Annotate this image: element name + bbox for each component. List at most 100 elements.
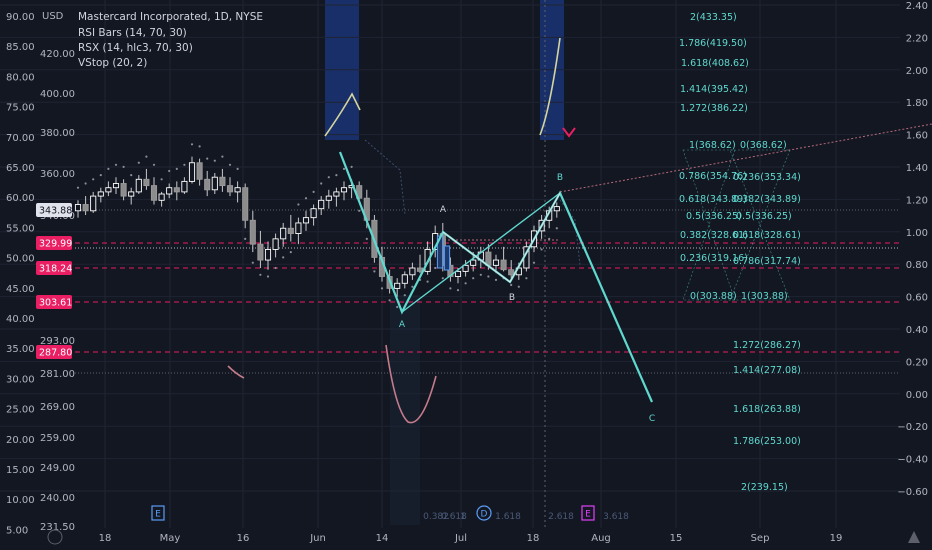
candle-body (158, 193, 165, 201)
wave-label: A (399, 320, 406, 330)
event-marker[interactable] (581, 505, 595, 521)
vstop-dot (320, 182, 323, 185)
vstop-dot (517, 285, 520, 288)
event-marker-label: D (481, 510, 488, 520)
price-axis-tick: 249.00 (40, 463, 75, 474)
candle-body (188, 162, 196, 182)
vstop-dot (236, 167, 239, 170)
candle-body (287, 227, 294, 235)
candle-body (302, 217, 310, 224)
candle-body (242, 187, 249, 221)
indicator-label[interactable]: RSI Bars (14, 70, 30) (78, 27, 187, 39)
indicator-label[interactable]: VStop (20, 2) (78, 57, 147, 69)
vstop-dot (259, 273, 262, 276)
vstop-dot (327, 176, 330, 179)
wave-label: C (649, 414, 655, 424)
signal-chevron (562, 127, 576, 138)
price-tag-label: 318.24 (39, 264, 72, 275)
candle-body (416, 267, 424, 272)
candle-body (447, 264, 454, 277)
price-axis-tick: 360.00 (40, 169, 75, 180)
candle-body (74, 204, 82, 212)
candle-body (82, 204, 89, 212)
price-tag-label: 287.80 (39, 348, 72, 359)
vstop-dot (190, 143, 194, 146)
right-axis-tick: 0.00 (906, 390, 928, 401)
candle-body (454, 270, 462, 277)
price-tag (36, 261, 72, 275)
chart-title: Mastercard Incorporated, 1D, NYSE (78, 11, 263, 23)
vstop-dot (380, 287, 384, 290)
candle-body (249, 219, 256, 245)
candle-highlight (443, 245, 451, 271)
vstop-dot (335, 174, 338, 177)
right-axis-tick: 0.80 (906, 260, 928, 271)
candle-body (196, 162, 203, 180)
vstop-dot (472, 277, 475, 280)
candle-body (97, 191, 104, 197)
fib-level-label: 2(239.15) (741, 482, 788, 493)
fib-level-label: 0(368.62) (740, 140, 787, 151)
wave-harmonic (442, 192, 561, 283)
right-axis-tick: 0.60 (906, 293, 928, 304)
vstop-dot (510, 283, 513, 287)
time-axis-tick: Aug (591, 533, 611, 544)
vstop-dot (449, 287, 452, 290)
oversold-band (390, 295, 420, 525)
event-marker[interactable] (476, 505, 492, 521)
time-axis-tick: Jun (309, 533, 326, 544)
vstop-dot (282, 256, 285, 259)
time-axis-tick: 18 (527, 533, 540, 544)
indicator-label[interactable]: RSX (14, hlc3, 70, 30) (78, 42, 193, 54)
rsx-oversold-curve (227, 365, 245, 379)
price-axis-tick: 240.00 (40, 493, 75, 504)
timezone-icon[interactable] (47, 529, 63, 545)
fib-level-label: 1(368.62) (689, 140, 736, 151)
left-scale-tick: 10.00 (6, 495, 35, 506)
vstop-dot (548, 237, 551, 240)
vstop-dot (107, 167, 110, 170)
candle-body (340, 187, 348, 193)
right-axis-tick: 2.00 (906, 66, 928, 77)
vstop-dot (152, 163, 156, 166)
fib-level-label: 1.272(286.27) (733, 340, 801, 351)
vstop-dot (350, 165, 353, 168)
vstop-dot (183, 163, 186, 166)
event-marker-label: E (585, 510, 591, 520)
rsx-neutral-curve (364, 139, 406, 216)
wave-label: B (509, 293, 515, 303)
left-scale-tick: 40.00 (6, 314, 35, 325)
left-scale-tick: 55.00 (6, 223, 35, 234)
candle-body (318, 199, 325, 210)
price-tag-label: 303.61 (39, 298, 72, 309)
fib-level-label: 0.382(328.61) (680, 230, 748, 241)
fib-time-label: 3.618 (603, 512, 629, 522)
vstop-dot (175, 167, 178, 170)
candle-body (401, 274, 408, 284)
left-scale-tick: 45.00 (6, 284, 35, 295)
fib-time-label: 1.618 (495, 512, 521, 522)
right-axis-tick: 1.00 (906, 228, 928, 239)
event-marker[interactable] (151, 505, 165, 521)
right-axis-tick: −0.40 (897, 455, 928, 466)
price-tag (36, 203, 72, 217)
right-axis-tick: 2.40 (906, 1, 928, 12)
left-scale-tick: 80.00 (6, 72, 35, 83)
vstop-dot (532, 261, 536, 264)
candle-body (173, 187, 180, 193)
trend-line (559, 123, 932, 193)
left-scale-tick: 30.00 (6, 374, 35, 385)
vstop-dot (266, 275, 270, 278)
candle-body (226, 185, 234, 193)
candle-body (333, 191, 340, 197)
price-axis-tick: 400.00 (40, 89, 75, 100)
fib-cross (729, 149, 791, 301)
candle-body (508, 269, 515, 276)
vstop-dot (289, 251, 292, 254)
right-axis-tick: 0.40 (906, 325, 928, 336)
rsx-oversold-curve (385, 344, 437, 424)
left-scale-tick: 90.00 (6, 12, 35, 23)
fib-level-label: 2(433.35) (690, 12, 737, 23)
vstop-dot (456, 289, 460, 292)
